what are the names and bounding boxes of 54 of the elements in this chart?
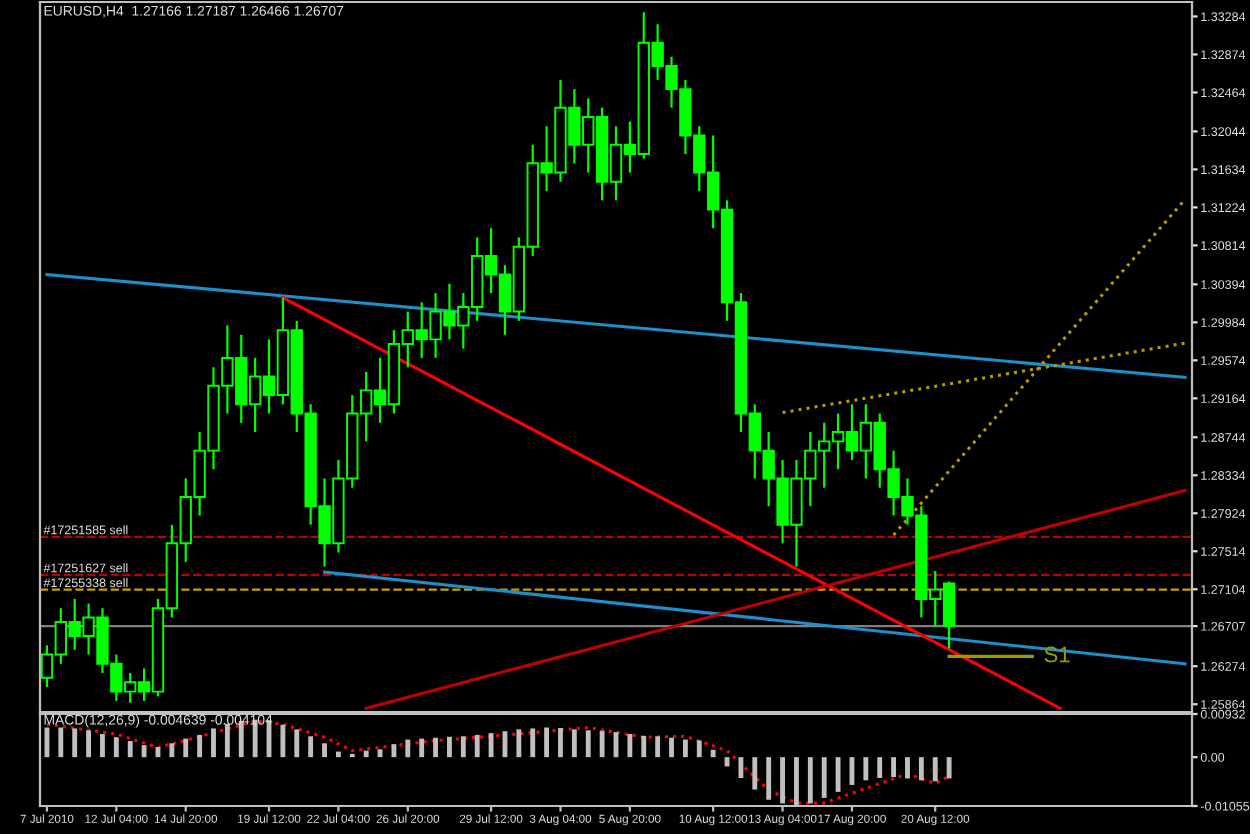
bar xyxy=(932,757,938,782)
bar xyxy=(488,733,494,758)
bar xyxy=(918,757,924,781)
bar xyxy=(419,738,425,758)
bar xyxy=(863,757,869,781)
bar xyxy=(363,750,369,758)
bar xyxy=(696,740,702,758)
bar xyxy=(405,739,411,758)
bar xyxy=(224,723,230,758)
bar xyxy=(72,728,78,758)
bar xyxy=(571,729,577,758)
bar xyxy=(752,757,758,790)
bar xyxy=(280,724,286,758)
bar xyxy=(530,728,536,758)
bar xyxy=(821,757,827,798)
bar xyxy=(433,737,438,758)
bar xyxy=(322,743,327,758)
bar xyxy=(669,737,674,758)
bar xyxy=(238,721,244,758)
bar xyxy=(946,757,952,779)
bar xyxy=(641,735,647,758)
series-label: S1 xyxy=(1044,646,1070,663)
bar xyxy=(655,736,661,758)
bar xyxy=(294,729,300,758)
bar xyxy=(682,739,688,758)
bar xyxy=(585,730,591,758)
bar xyxy=(891,757,897,778)
bar xyxy=(460,736,466,758)
bar xyxy=(627,734,633,758)
bar xyxy=(335,751,341,758)
bar xyxy=(558,727,563,758)
bar xyxy=(877,757,883,778)
bar xyxy=(516,729,522,758)
bar xyxy=(599,730,605,758)
bar xyxy=(183,738,189,758)
bar xyxy=(169,743,175,758)
bar xyxy=(447,736,452,758)
bar xyxy=(835,757,841,792)
bar xyxy=(766,757,772,800)
bar xyxy=(391,744,397,758)
bar xyxy=(58,727,64,758)
bar xyxy=(100,734,105,758)
bar xyxy=(474,734,480,758)
bar xyxy=(86,730,92,758)
bar xyxy=(308,736,314,758)
bar xyxy=(197,734,203,758)
bar xyxy=(905,757,910,779)
bar xyxy=(113,737,119,758)
bar xyxy=(127,740,133,758)
bar xyxy=(141,745,147,758)
bar xyxy=(710,749,716,758)
bar xyxy=(738,757,744,778)
bar xyxy=(544,727,550,758)
bar xyxy=(211,728,216,758)
